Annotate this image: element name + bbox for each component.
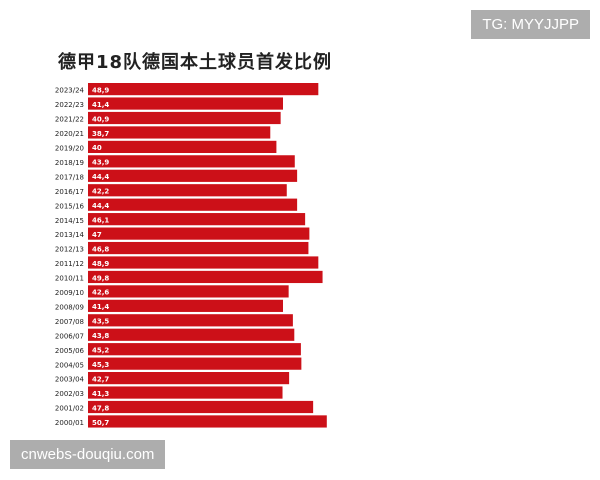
bar-value-label: 45,3 [92, 361, 109, 369]
bar [88, 372, 290, 385]
bar [88, 111, 281, 125]
y-tick-label: 2017/18 [55, 173, 84, 181]
bar [88, 415, 327, 428]
y-tick-label: 2005/06 [55, 347, 85, 355]
bar [88, 213, 306, 226]
bar [88, 314, 293, 327]
bar [88, 97, 283, 110]
bar [88, 343, 301, 356]
bar [88, 285, 289, 298]
y-tick-label: 2002/03 [55, 390, 84, 398]
y-tick-label: 2014/15 [55, 217, 84, 225]
bar-value-label: 40,9 [92, 115, 109, 123]
y-tick-label: 2018/19 [55, 159, 84, 167]
bar-value-label: 43,5 [92, 318, 109, 326]
bar-value-label: 49,8 [92, 274, 109, 282]
bar [88, 184, 287, 197]
bar-value-label: 44,4 [92, 173, 109, 181]
y-tick-label: 2000/01 [55, 419, 84, 427]
y-tick-label: 2020/21 [55, 130, 84, 138]
bar [88, 169, 298, 182]
bar-value-label: 50,7 [92, 419, 109, 427]
bar-value-label: 48,9 [92, 260, 109, 268]
bar [88, 328, 295, 341]
y-tick-label: 2013/14 [55, 231, 85, 239]
y-tick-label: 2009/10 [55, 289, 84, 297]
bar [88, 198, 298, 211]
bar [88, 83, 319, 96]
y-tick-label: 2016/17 [55, 188, 84, 196]
bar [88, 155, 295, 168]
bar-value-label: 42,2 [92, 188, 109, 196]
bar-value-label: 41,4 [92, 101, 109, 109]
y-tick-label: 2011/12 [55, 260, 84, 268]
bar [88, 299, 283, 312]
y-tick-label: 2004/05 [55, 361, 84, 369]
y-tick-label: 2019/20 [55, 145, 84, 153]
bar-value-label: 44,4 [92, 202, 109, 210]
bar [88, 256, 319, 269]
bar [88, 270, 323, 284]
bar-value-label: 40 [92, 144, 102, 152]
bar-value-label: 41,3 [92, 390, 109, 398]
bar-value-label: 42,7 [92, 375, 109, 383]
bar-value-label: 38,7 [92, 130, 109, 138]
y-tick-label: 2001/02 [55, 405, 84, 413]
bar [88, 140, 277, 153]
y-tick-label: 2008/09 [55, 303, 84, 311]
bar-value-label: 41,4 [92, 303, 109, 311]
bar-value-label: 42,6 [92, 289, 109, 297]
watermark-bottom-left: cnwebs-douqiu.com [10, 440, 166, 469]
bar-value-label: 43,8 [92, 332, 109, 340]
y-tick-label: 2006/07 [55, 332, 84, 340]
bar-value-label: 43,9 [92, 159, 109, 167]
bar [88, 357, 302, 370]
bar-value-label: 46,8 [92, 245, 109, 253]
bar-value-label: 45,2 [92, 347, 109, 355]
y-tick-label: 2010/11 [55, 275, 84, 283]
bar [88, 227, 310, 240]
bar-value-label: 46,1 [92, 216, 109, 224]
y-tick-label: 2012/13 [55, 246, 84, 254]
bar [88, 386, 283, 399]
bar-value-label: 48,9 [92, 86, 109, 94]
bar-value-label: 47 [92, 231, 102, 239]
y-tick-label: 2003/04 [55, 376, 85, 384]
y-tick-label: 2023/24 [55, 87, 85, 95]
bar [88, 241, 309, 255]
bar [88, 400, 314, 414]
bar [88, 126, 271, 139]
y-tick-label: 2015/16 [55, 202, 85, 210]
watermark-top-right: TG: MYYJJPP [471, 10, 590, 39]
y-tick-label: 2022/23 [55, 101, 84, 109]
chart-title: 德甲18队德国本土球员首发比例 [58, 52, 333, 73]
y-tick-label: 2021/22 [55, 116, 84, 124]
y-tick-label: 2007/08 [55, 318, 84, 326]
bar-value-label: 47,8 [92, 404, 109, 412]
